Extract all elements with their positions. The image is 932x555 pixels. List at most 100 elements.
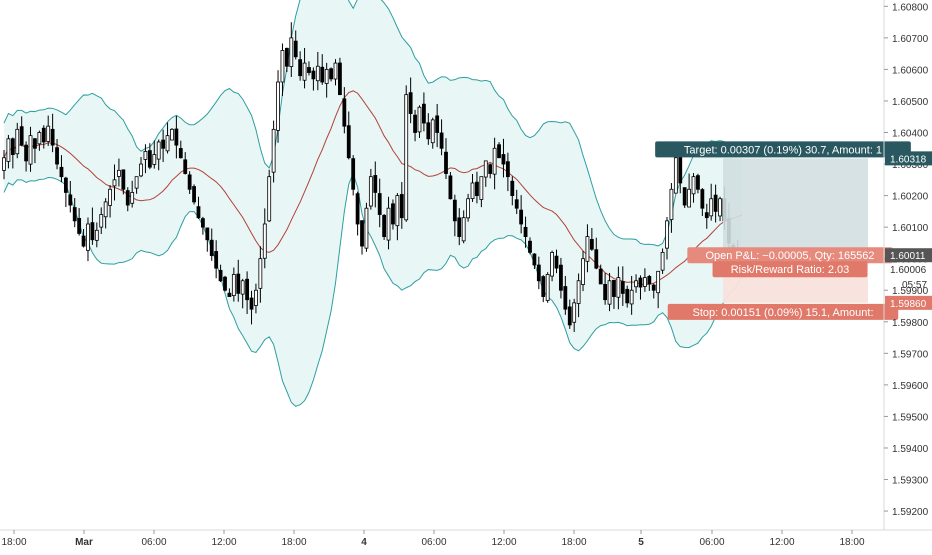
candle-body: [284, 47, 289, 67]
candle-body: [165, 135, 170, 152]
price-tick-label: 1.59400: [892, 444, 929, 455]
candle-body: [678, 155, 683, 184]
time-tick-label: 18:00: [1, 537, 26, 548]
candle-body: [267, 176, 272, 222]
open-pl-label[interactable]: Open P&L: −0.00005, Qty: 165562: [687, 247, 893, 264]
candle-body: [77, 217, 82, 234]
band-fill: [4, 0, 743, 407]
candle-body: [174, 128, 179, 146]
price-tick-label: 1.60200: [892, 192, 929, 203]
candle-body: [669, 188, 674, 220]
candle-body: [41, 127, 46, 143]
price-scale[interactable]: 1.60800 1.60700 1.60600 1.60500 1.60400 1.603…: [883, 0, 932, 530]
candle-body: [483, 160, 488, 178]
candle-body: [55, 147, 59, 165]
target-price-badge: 1.60318: [890, 154, 927, 165]
candle-body: [399, 194, 404, 219]
candle-body: [10, 138, 15, 155]
candle-body: [373, 175, 378, 193]
stop-label[interactable]: Stop: 0.00151 (0.09%) 15.1, Amount:: [667, 303, 899, 320]
candle-body: [417, 106, 422, 133]
candle-body: [33, 138, 37, 149]
long-position-tool[interactable]: Target: 0.00307 (0.19%) 30.7, Amount: 1 O…: [655, 141, 911, 320]
candle-body: [616, 277, 621, 298]
candle-body: [289, 37, 294, 67]
stop-price-badge-bg: [885, 295, 932, 310]
candle-body: [139, 163, 143, 177]
candle-body: [572, 302, 577, 323]
candle-body: [413, 114, 417, 133]
candle-body: [280, 50, 285, 83]
candle-body: [94, 229, 99, 241]
candle-body: [231, 274, 236, 296]
candle-body: [514, 199, 519, 209]
time-tick-label: 4: [361, 537, 367, 548]
candle-body: [492, 147, 497, 175]
candle-body: [183, 159, 188, 174]
risk-reward-label[interactable]: Risk/Reward Ratio: 2.03: [712, 261, 868, 278]
candle-body: [603, 283, 608, 301]
candle-body: [382, 214, 387, 238]
candle-body: [444, 151, 448, 174]
time-tick-label: 5: [638, 537, 644, 548]
candle-body: [214, 251, 219, 269]
candle-body: [24, 144, 29, 162]
candle-body: [660, 251, 665, 271]
candle-body: [63, 177, 68, 193]
candle-body: [108, 188, 112, 206]
candle-body: [209, 239, 214, 256]
candle-body: [271, 128, 276, 173]
candle-body: [488, 164, 493, 174]
candle-body: [656, 270, 661, 294]
candle-body: [682, 187, 687, 206]
candle-body: [594, 249, 599, 269]
candle-body: [466, 198, 471, 219]
candle-body: [563, 286, 568, 310]
candle-body: [395, 195, 400, 227]
upper-band-line: [3, 0, 743, 247]
candle-body: [152, 154, 157, 165]
candle-body: [262, 223, 267, 259]
candle-body: [245, 278, 250, 301]
candle-body: [550, 251, 554, 277]
candle-body: [439, 132, 444, 149]
risk-reward-label-text: Risk/Reward Ratio: 2.03: [731, 264, 850, 276]
candle-body: [625, 288, 630, 304]
candle-body: [404, 94, 409, 221]
risk-reward-label-bg: [712, 261, 868, 278]
candle-body: [236, 273, 241, 294]
time-scale[interactable]: 18:00 Mar 06:00 12:00 18:00 4 06:00 12:00 18:00 5…: [0, 529, 932, 548]
candle-body: [19, 126, 24, 146]
candle-body: [6, 138, 11, 162]
candle-body: [479, 176, 484, 200]
candle-body: [364, 207, 369, 249]
candle-body: [475, 181, 479, 196]
candle-body: [223, 276, 227, 291]
candle-body: [612, 279, 616, 297]
candle-body: [178, 148, 183, 159]
time-tick-label: 12:00: [211, 537, 236, 548]
candle-body: [302, 62, 307, 81]
target-label[interactable]: Target: 0.00307 (0.19%) 30.7, Amount: 1: [655, 141, 911, 158]
candle-body: [430, 119, 435, 144]
candle-body: [523, 226, 528, 238]
candle-body: [315, 65, 320, 82]
target-zone[interactable]: [723, 158, 868, 256]
candle-body: [408, 92, 413, 114]
candle-body: [696, 175, 700, 190]
candle-body: [461, 217, 466, 242]
candle-body: [704, 212, 709, 219]
candle-body: [452, 199, 457, 222]
candle-body: [687, 188, 691, 208]
candle-body: [125, 190, 130, 206]
price-tick-label: 1.60800: [892, 2, 929, 13]
price-tick-label: 1.59600: [892, 381, 929, 392]
candle-body: [528, 240, 532, 253]
candle-body: [196, 206, 201, 219]
bollinger-bands: [3, 0, 743, 407]
stop-price-badge: 1.59860: [890, 299, 927, 310]
candle-body: [205, 227, 210, 241]
candle-body: [293, 40, 298, 58]
candle-body: [200, 218, 205, 228]
